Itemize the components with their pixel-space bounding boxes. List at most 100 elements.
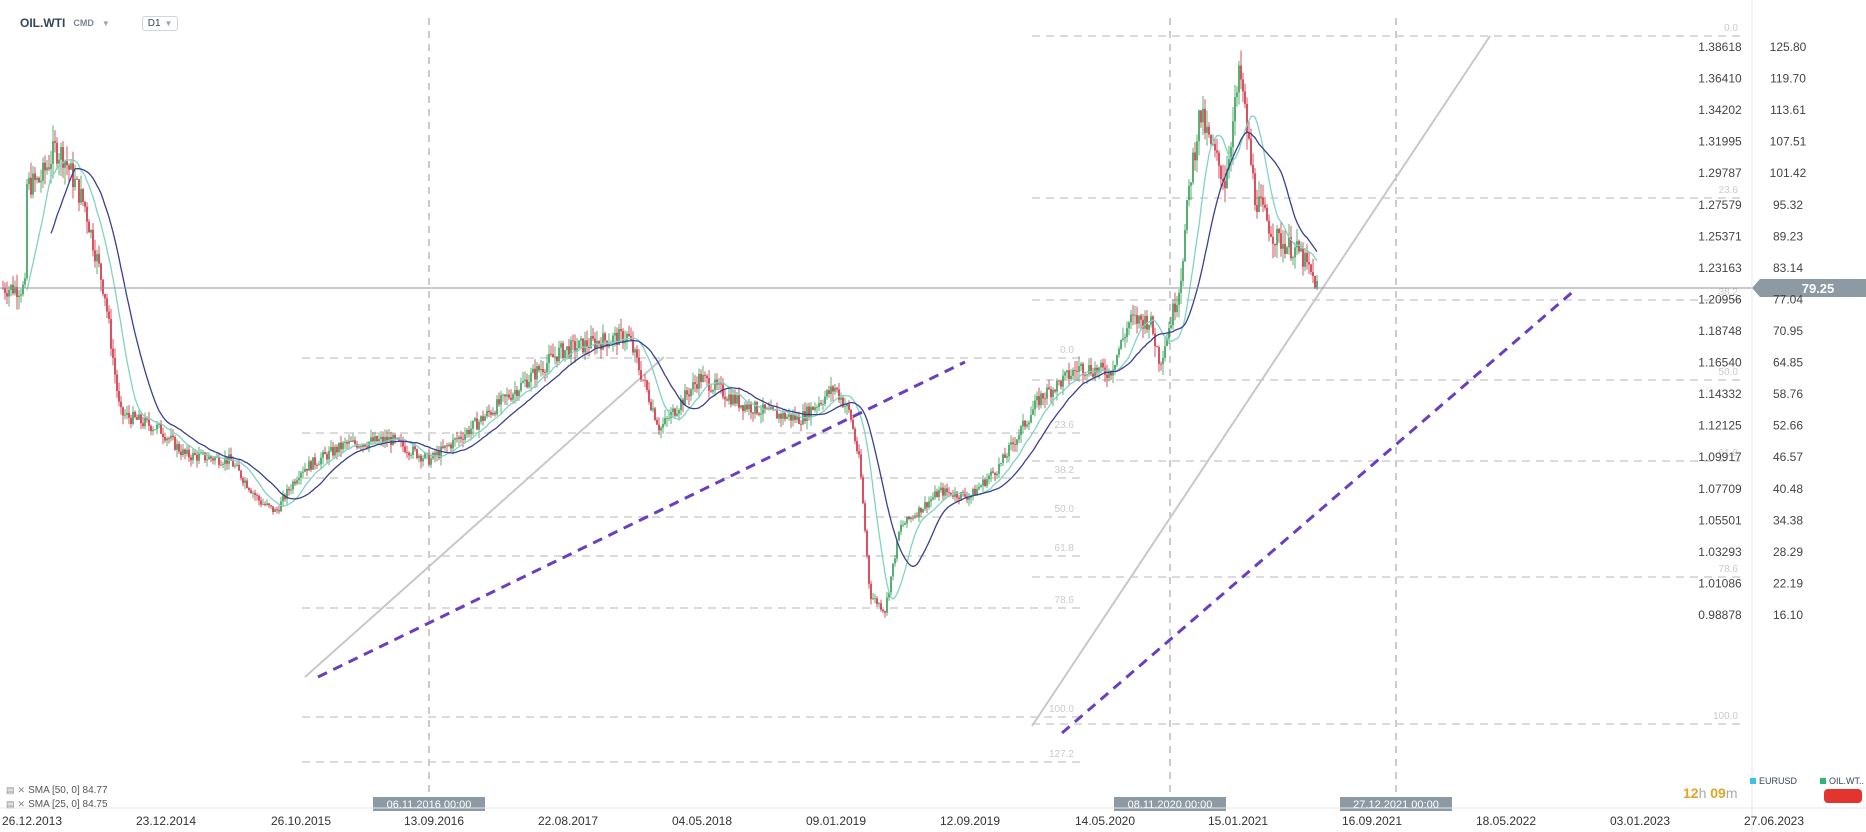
candle <box>1126 321 1128 343</box>
candle-body <box>834 387 836 392</box>
candle-body <box>902 524 904 526</box>
candle-body <box>498 399 500 405</box>
legend-item-sma-50[interactable]: ▤ ✕ SMA [50, 0] 84.77 <box>6 785 108 796</box>
candle <box>1268 214 1270 242</box>
visibility-icon[interactable]: ▤ <box>6 799 15 809</box>
visibility-icon[interactable]: ▤ <box>6 785 15 795</box>
candle-body <box>864 503 866 531</box>
candle-body <box>116 374 118 392</box>
candle <box>926 501 928 514</box>
close-icon[interactable]: ✕ <box>17 785 26 795</box>
candle-body <box>134 411 136 417</box>
symbol-label[interactable]: OIL.WTI <box>20 16 66 30</box>
candle-body <box>1142 319 1144 329</box>
candle <box>1042 392 1044 406</box>
candle-body <box>1158 347 1160 364</box>
candle-body <box>1112 369 1114 376</box>
candle <box>1040 390 1042 409</box>
candle-body <box>882 609 884 612</box>
candle-body <box>754 401 756 414</box>
candle <box>744 401 746 413</box>
candle <box>932 492 934 501</box>
candle-body <box>790 414 792 421</box>
candle <box>1122 327 1124 342</box>
timeframe-select[interactable]: D1 ▼ <box>141 15 179 31</box>
candle <box>216 453 218 459</box>
instrument-tab-eurusd[interactable]: EURUSD <box>1750 776 1797 786</box>
candle-body <box>770 407 772 410</box>
candle-body <box>488 410 490 413</box>
candle <box>990 468 992 482</box>
candle-body <box>532 368 534 373</box>
candle <box>658 417 660 435</box>
candle-body <box>714 379 716 391</box>
candle-body <box>292 481 294 490</box>
candle-body <box>830 386 832 394</box>
candle-body <box>154 429 156 431</box>
candle <box>174 435 176 451</box>
candle-body <box>1034 400 1036 410</box>
candle <box>126 405 128 420</box>
chevron-down-icon[interactable]: ▼ <box>101 18 110 28</box>
candle-body <box>210 456 212 459</box>
sell-button[interactable] <box>1824 789 1862 803</box>
legend-item-sma-25[interactable]: ▤ ✕ SMA [25, 0] 84.75 <box>6 799 108 810</box>
candle <box>626 331 628 350</box>
candle <box>532 364 534 374</box>
candle <box>38 176 40 183</box>
candle-body <box>910 517 912 520</box>
candle-body <box>320 457 322 465</box>
candle <box>604 331 606 348</box>
date-tick-label: 27.06.2023 <box>1744 814 1804 828</box>
candle <box>456 431 458 443</box>
candle <box>278 505 280 514</box>
candle-body <box>750 404 752 413</box>
candle <box>244 476 246 490</box>
candle-body <box>136 416 138 420</box>
candle <box>406 445 408 459</box>
close-icon[interactable]: ✕ <box>17 799 26 809</box>
candle-body <box>1298 241 1300 252</box>
candle <box>290 484 292 495</box>
candle-body <box>110 318 112 349</box>
candle-body <box>166 438 168 441</box>
candle <box>240 469 242 481</box>
candle-body <box>1000 462 1002 464</box>
candle <box>466 427 468 438</box>
instrument-tab-label: EURUSD <box>1759 776 1798 786</box>
candle <box>1260 184 1262 207</box>
candle <box>1008 442 1010 463</box>
candle <box>468 425 470 438</box>
candle-body <box>740 405 742 408</box>
candle-body <box>582 338 584 353</box>
candle <box>1198 109 1200 156</box>
candle <box>842 396 844 408</box>
candle <box>602 324 604 351</box>
candle <box>436 445 438 462</box>
candle <box>648 381 650 405</box>
candle-body <box>648 389 650 402</box>
instrument-tab-oil[interactable]: OIL.WT.. <box>1820 776 1864 786</box>
candle <box>552 343 554 358</box>
candle-body <box>696 384 698 389</box>
candle-body <box>234 465 236 467</box>
candle <box>120 395 122 415</box>
candle <box>274 507 276 513</box>
candle-body <box>928 501 930 508</box>
candle-body <box>466 429 468 435</box>
candle <box>400 433 402 448</box>
candle <box>90 228 92 239</box>
candle-body <box>128 412 130 418</box>
candle <box>862 474 864 504</box>
candle-body <box>388 436 390 442</box>
candle-body <box>448 444 450 446</box>
candle <box>474 416 476 422</box>
candle <box>306 468 308 477</box>
candle <box>338 442 340 455</box>
fib-level-label: 78.6 <box>1055 595 1075 606</box>
candle-body <box>196 454 198 461</box>
candle-body <box>1202 108 1204 123</box>
candle-body <box>26 184 28 279</box>
